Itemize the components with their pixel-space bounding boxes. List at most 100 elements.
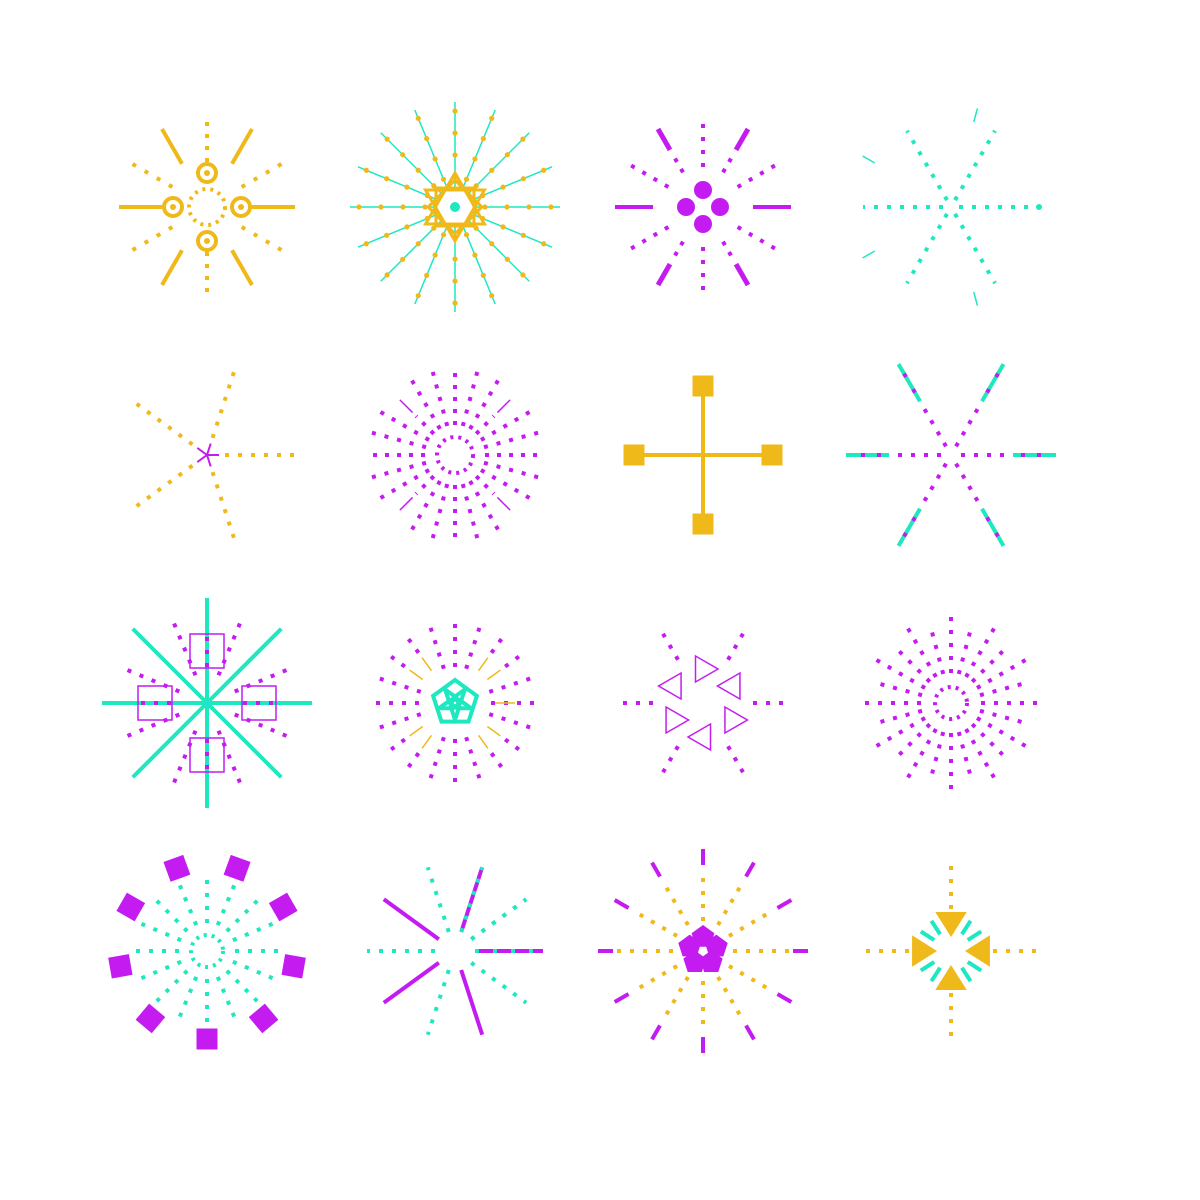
spoke-bead <box>378 204 384 210</box>
spoke-bead <box>415 241 421 247</box>
center-dot <box>711 198 729 216</box>
diagonal-solid-spoke <box>230 249 254 286</box>
dotted-spoke <box>409 479 442 533</box>
dotted-spoke <box>632 909 679 938</box>
glyph-12 <box>863 615 1039 791</box>
spoke-bead <box>404 184 410 190</box>
thin-tick <box>973 291 979 306</box>
dotted-spoke <box>174 976 199 1026</box>
dotted-spoke <box>873 680 923 698</box>
center-dot <box>694 215 712 233</box>
thin-tick <box>496 399 511 414</box>
spoke-bead <box>356 204 362 210</box>
dotted-spoke <box>225 969 265 1009</box>
dotted-spoke <box>215 976 240 1026</box>
spoke-bead <box>526 204 532 210</box>
dotted-spoke <box>377 409 431 442</box>
diagonal-dash <box>733 262 751 287</box>
dotted-spoke <box>893 722 932 761</box>
dotted-spoke <box>979 708 1029 726</box>
spoke-bead <box>489 115 495 121</box>
dotted-spoke <box>953 129 997 202</box>
dotted-spoke <box>919 462 948 508</box>
dotted-spoke <box>970 722 1009 761</box>
teal-spoke <box>461 225 496 305</box>
purple-solid-spoke <box>459 969 485 1036</box>
outline-triangle <box>724 705 749 735</box>
teal-spoke <box>461 109 496 189</box>
dotted-spoke <box>425 618 446 670</box>
dotted-spoke <box>893 645 932 684</box>
center-dotted-ring <box>189 933 225 969</box>
dotted-spoke <box>369 430 427 450</box>
dotted-spoke <box>377 468 431 501</box>
spoke-bead <box>463 176 470 182</box>
dotted-spoke <box>430 369 450 427</box>
teal-diagonal-spoke <box>205 627 283 705</box>
dotted-spoke <box>425 736 446 788</box>
dotted-spoke <box>370 712 422 733</box>
dotted-spoke <box>727 964 774 993</box>
center-pentagon <box>430 685 457 711</box>
spoke-bead <box>452 300 458 306</box>
glyph-5 <box>133 368 297 542</box>
teal-arc-dash <box>966 960 983 973</box>
outer-square <box>223 854 251 882</box>
thin-tick <box>862 155 876 164</box>
spoke-bead <box>452 256 458 262</box>
spoke-bead <box>384 176 390 182</box>
dotted-spoke-inner <box>474 414 496 436</box>
center-dot <box>450 202 460 212</box>
center-dotted-ring <box>933 685 969 721</box>
dotted-spoke <box>149 893 189 933</box>
dotted-spoke <box>956 731 974 781</box>
gold-thin-tick <box>486 669 501 681</box>
dotted-spoke <box>975 657 1029 690</box>
spoke-bead <box>472 156 478 162</box>
center-pentagon <box>678 934 702 957</box>
glyph-14 <box>367 866 543 1036</box>
teal-diagonal-spoke <box>205 701 283 779</box>
teal-arc-dash <box>960 919 973 936</box>
outline-triangle <box>694 654 720 684</box>
dotted-spoke <box>149 969 189 1009</box>
glyph-3 <box>615 119 791 295</box>
dotted-spoke <box>873 716 927 749</box>
dotted-spoke <box>460 369 480 427</box>
glyph-2 <box>350 102 560 312</box>
dotted-spoke-outer <box>489 630 509 655</box>
dotted-spoke <box>964 625 997 679</box>
gold-thin-tick <box>409 669 424 681</box>
purple-solid-spoke <box>382 961 440 1005</box>
spoke-bead <box>548 204 554 210</box>
purple-end-dash <box>776 898 793 910</box>
spoke-bead <box>415 167 421 173</box>
spoke-bead <box>440 232 447 238</box>
dotted-spoke <box>479 468 533 501</box>
spoke-bead <box>452 130 458 136</box>
spoke-bead <box>504 204 510 210</box>
dotted-spoke <box>905 129 949 202</box>
diagonal-solid-spoke <box>160 128 184 165</box>
outer-square <box>116 892 146 922</box>
dotted-spoke <box>716 880 745 927</box>
spoke-bead <box>489 293 495 299</box>
dotted-spoke <box>716 975 745 1022</box>
spoke-bead <box>482 204 488 210</box>
spoke-bead <box>504 256 510 262</box>
teal-arc-dash <box>929 966 942 983</box>
outer-square <box>268 892 298 922</box>
glyph-4 <box>862 108 1042 306</box>
center-dot <box>677 198 695 216</box>
dotted-spoke <box>464 736 485 788</box>
center-dotted-ring <box>187 187 227 227</box>
spoke-bead <box>541 167 547 173</box>
dotted-spoke <box>430 483 450 541</box>
dotted-spoke <box>232 959 282 984</box>
purple-dash-overlay <box>985 516 1002 541</box>
dotted-spoke <box>979 680 1029 698</box>
teal-spoke <box>468 132 530 194</box>
dotted-spoke-inner <box>414 474 436 496</box>
dotted-spoke-inner <box>414 414 436 436</box>
teal-arc-dash <box>919 960 936 973</box>
